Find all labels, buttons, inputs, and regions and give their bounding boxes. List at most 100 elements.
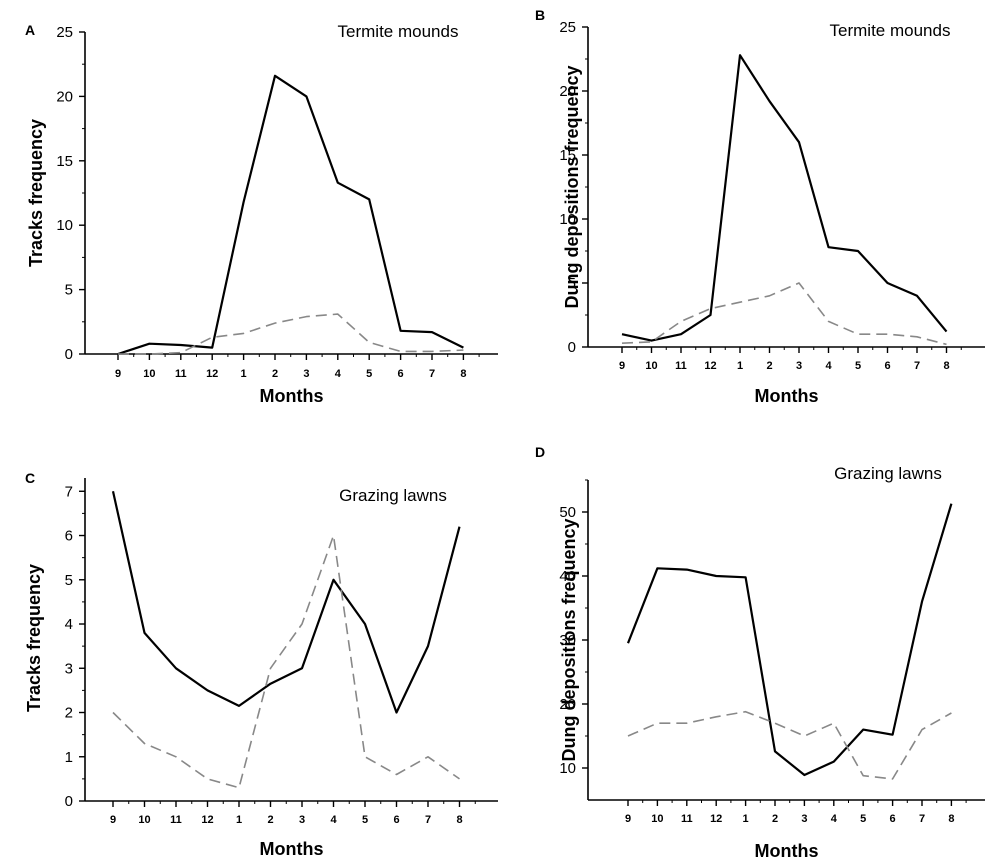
solid-series-line-d [626, 503, 953, 777]
x-tick-label-b: 9 [619, 360, 625, 372]
x-tick-label-d: 2 [772, 813, 778, 825]
y-tick-label-c: 5 [65, 572, 73, 589]
x-tick-label-a: 7 [429, 368, 435, 380]
x-tick-label-a: 8 [460, 368, 466, 380]
x-tick-label-a: 3 [303, 368, 309, 380]
x-tick-label-a: 6 [398, 368, 404, 380]
x-tick-label-d: 11 [681, 813, 693, 825]
x-tick-label-c: 6 [393, 814, 399, 826]
x-tick-label-d: 7 [919, 813, 925, 825]
x-tick-label-d: 5 [860, 813, 866, 825]
solid-series-line-b [621, 54, 948, 342]
x-tick-label-a: 2 [272, 368, 278, 380]
habitat-label-a: Termite mounds [338, 22, 459, 41]
panel-letter-a: A [25, 22, 35, 38]
x-tick-label-a: 1 [241, 368, 247, 380]
y-tick-label-a: 10 [56, 217, 73, 234]
x-tick-label-c: 1 [236, 814, 242, 826]
x-tick-label-d: 12 [710, 813, 722, 825]
y-tick-label-b: 20 [559, 83, 576, 100]
panel-letter-c: C [25, 470, 35, 486]
x-tick-label-c: 12 [201, 814, 213, 826]
x-tick-label-d: 1 [743, 813, 749, 825]
x-tick-label-a: 10 [143, 368, 155, 380]
x-tick-label-d: 4 [831, 813, 838, 825]
x-axis-title-a: Months [260, 386, 324, 406]
x-tick-label-d: 10 [651, 813, 663, 825]
y-tick-label-b: 5 [568, 275, 576, 292]
solid-series-line-c [111, 491, 461, 714]
x-tick-label-b: 11 [675, 360, 687, 372]
y-tick-label-a: 0 [65, 346, 73, 363]
dashed-series-line-d [627, 710, 952, 780]
y-axis-title-c: Tracks frequency [24, 564, 44, 712]
x-tick-label-b: 5 [855, 360, 861, 372]
y-tick-label-b: 15 [559, 147, 576, 164]
habitat-label-c: Grazing lawns [339, 486, 447, 505]
habitat-label-d: Grazing lawns [834, 464, 942, 483]
x-tick-label-c: 8 [456, 814, 462, 826]
x-tick-label-b: 2 [766, 360, 772, 372]
y-tick-label-d: 30 [559, 632, 576, 649]
y-tick-label-d: 40 [559, 568, 576, 585]
x-tick-label-a: 4 [335, 368, 342, 380]
y-tick-label-c: 3 [65, 660, 73, 677]
y-axis-title-a: Tracks frequency [26, 119, 46, 267]
x-tick-label-a: 9 [115, 368, 121, 380]
x-tick-label-b: 8 [943, 360, 949, 372]
y-tick-label-c: 6 [65, 528, 73, 545]
panel-letter-d: D [535, 444, 545, 460]
y-tick-label-a: 25 [56, 24, 73, 41]
x-tick-label-b: 6 [884, 360, 890, 372]
y-tick-label-c: 7 [65, 483, 73, 500]
y-tick-label-a: 15 [56, 153, 73, 170]
x-tick-label-c: 10 [138, 814, 150, 826]
x-tick-label-b: 12 [704, 360, 716, 372]
x-tick-label-d: 6 [890, 813, 896, 825]
x-tick-label-c: 9 [110, 814, 116, 826]
x-tick-label-b: 10 [645, 360, 657, 372]
y-tick-label-c: 0 [65, 793, 73, 810]
y-tick-label-d: 10 [559, 760, 576, 777]
x-tick-label-c: 2 [267, 814, 273, 826]
y-axis-title-d: Dung depositions frequency [559, 518, 579, 761]
dashed-series-line-a [118, 313, 464, 355]
x-tick-label-d: 8 [948, 813, 954, 825]
y-tick-label-d: 50 [559, 504, 576, 521]
x-tick-label-d: 9 [625, 813, 631, 825]
y-tick-label-a: 5 [65, 282, 73, 299]
x-tick-label-a: 12 [206, 368, 218, 380]
x-tick-label-b: 1 [737, 360, 743, 372]
x-axis-title-c: Months [260, 839, 324, 859]
y-tick-label-a: 20 [56, 88, 73, 105]
x-tick-label-b: 7 [914, 360, 920, 372]
y-tick-label-d: 20 [559, 696, 576, 713]
x-axis-title-d: Months [755, 841, 819, 861]
solid-series-line-a [117, 74, 464, 356]
x-tick-label-d: 3 [801, 813, 807, 825]
x-tick-label-a: 11 [175, 368, 187, 380]
x-tick-label-c: 11 [170, 814, 182, 826]
y-tick-label-c: 1 [65, 749, 73, 766]
x-tick-label-c: 5 [362, 814, 368, 826]
y-tick-label-c: 4 [65, 616, 73, 633]
y-axis-title-b: Dung depositions frequency [562, 65, 582, 308]
y-tick-label-b: 25 [559, 19, 576, 36]
x-tick-label-b: 4 [825, 360, 832, 372]
y-tick-label-b: 10 [559, 211, 576, 228]
habitat-label-b: Termite mounds [830, 21, 951, 40]
x-tick-label-a: 5 [366, 368, 372, 380]
x-tick-label-c: 7 [425, 814, 431, 826]
panel-letter-b: B [535, 7, 545, 23]
x-tick-label-b: 3 [796, 360, 802, 372]
x-tick-label-c: 4 [330, 814, 337, 826]
y-tick-label-c: 2 [65, 705, 73, 722]
dashed-series-line-c [112, 534, 460, 789]
x-tick-label-c: 3 [299, 814, 305, 826]
y-tick-label-b: 0 [568, 339, 576, 356]
